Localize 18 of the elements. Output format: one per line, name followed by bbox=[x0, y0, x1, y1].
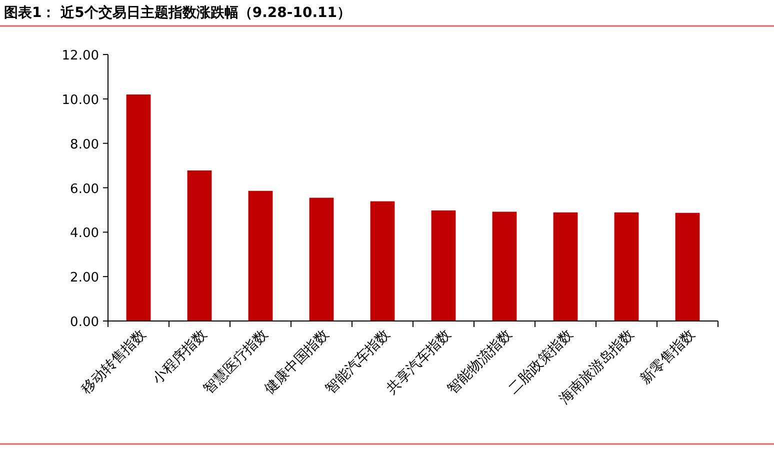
bar bbox=[126, 94, 151, 321]
bar bbox=[370, 201, 395, 321]
chart-title: 图表1： 近5个交易日主题指数涨跌幅（9.28-10.11） bbox=[4, 4, 351, 21]
bar bbox=[309, 198, 334, 321]
bar bbox=[431, 210, 456, 321]
y-tick-label: 6.00 bbox=[70, 182, 99, 197]
y-tick-label: 8.00 bbox=[70, 137, 99, 152]
bar bbox=[492, 212, 517, 321]
bar bbox=[614, 212, 639, 321]
y-tick-label: 4.00 bbox=[70, 226, 99, 242]
y-tick-label: 12.00 bbox=[62, 48, 99, 64]
bar bbox=[553, 212, 578, 321]
bar bbox=[675, 212, 700, 321]
y-tick-label: 10.00 bbox=[62, 92, 99, 108]
x-tick-label: 新零售指数 bbox=[638, 326, 698, 388]
y-tick-label: 2.00 bbox=[70, 270, 99, 286]
bar bbox=[187, 170, 212, 321]
bar bbox=[248, 190, 273, 321]
